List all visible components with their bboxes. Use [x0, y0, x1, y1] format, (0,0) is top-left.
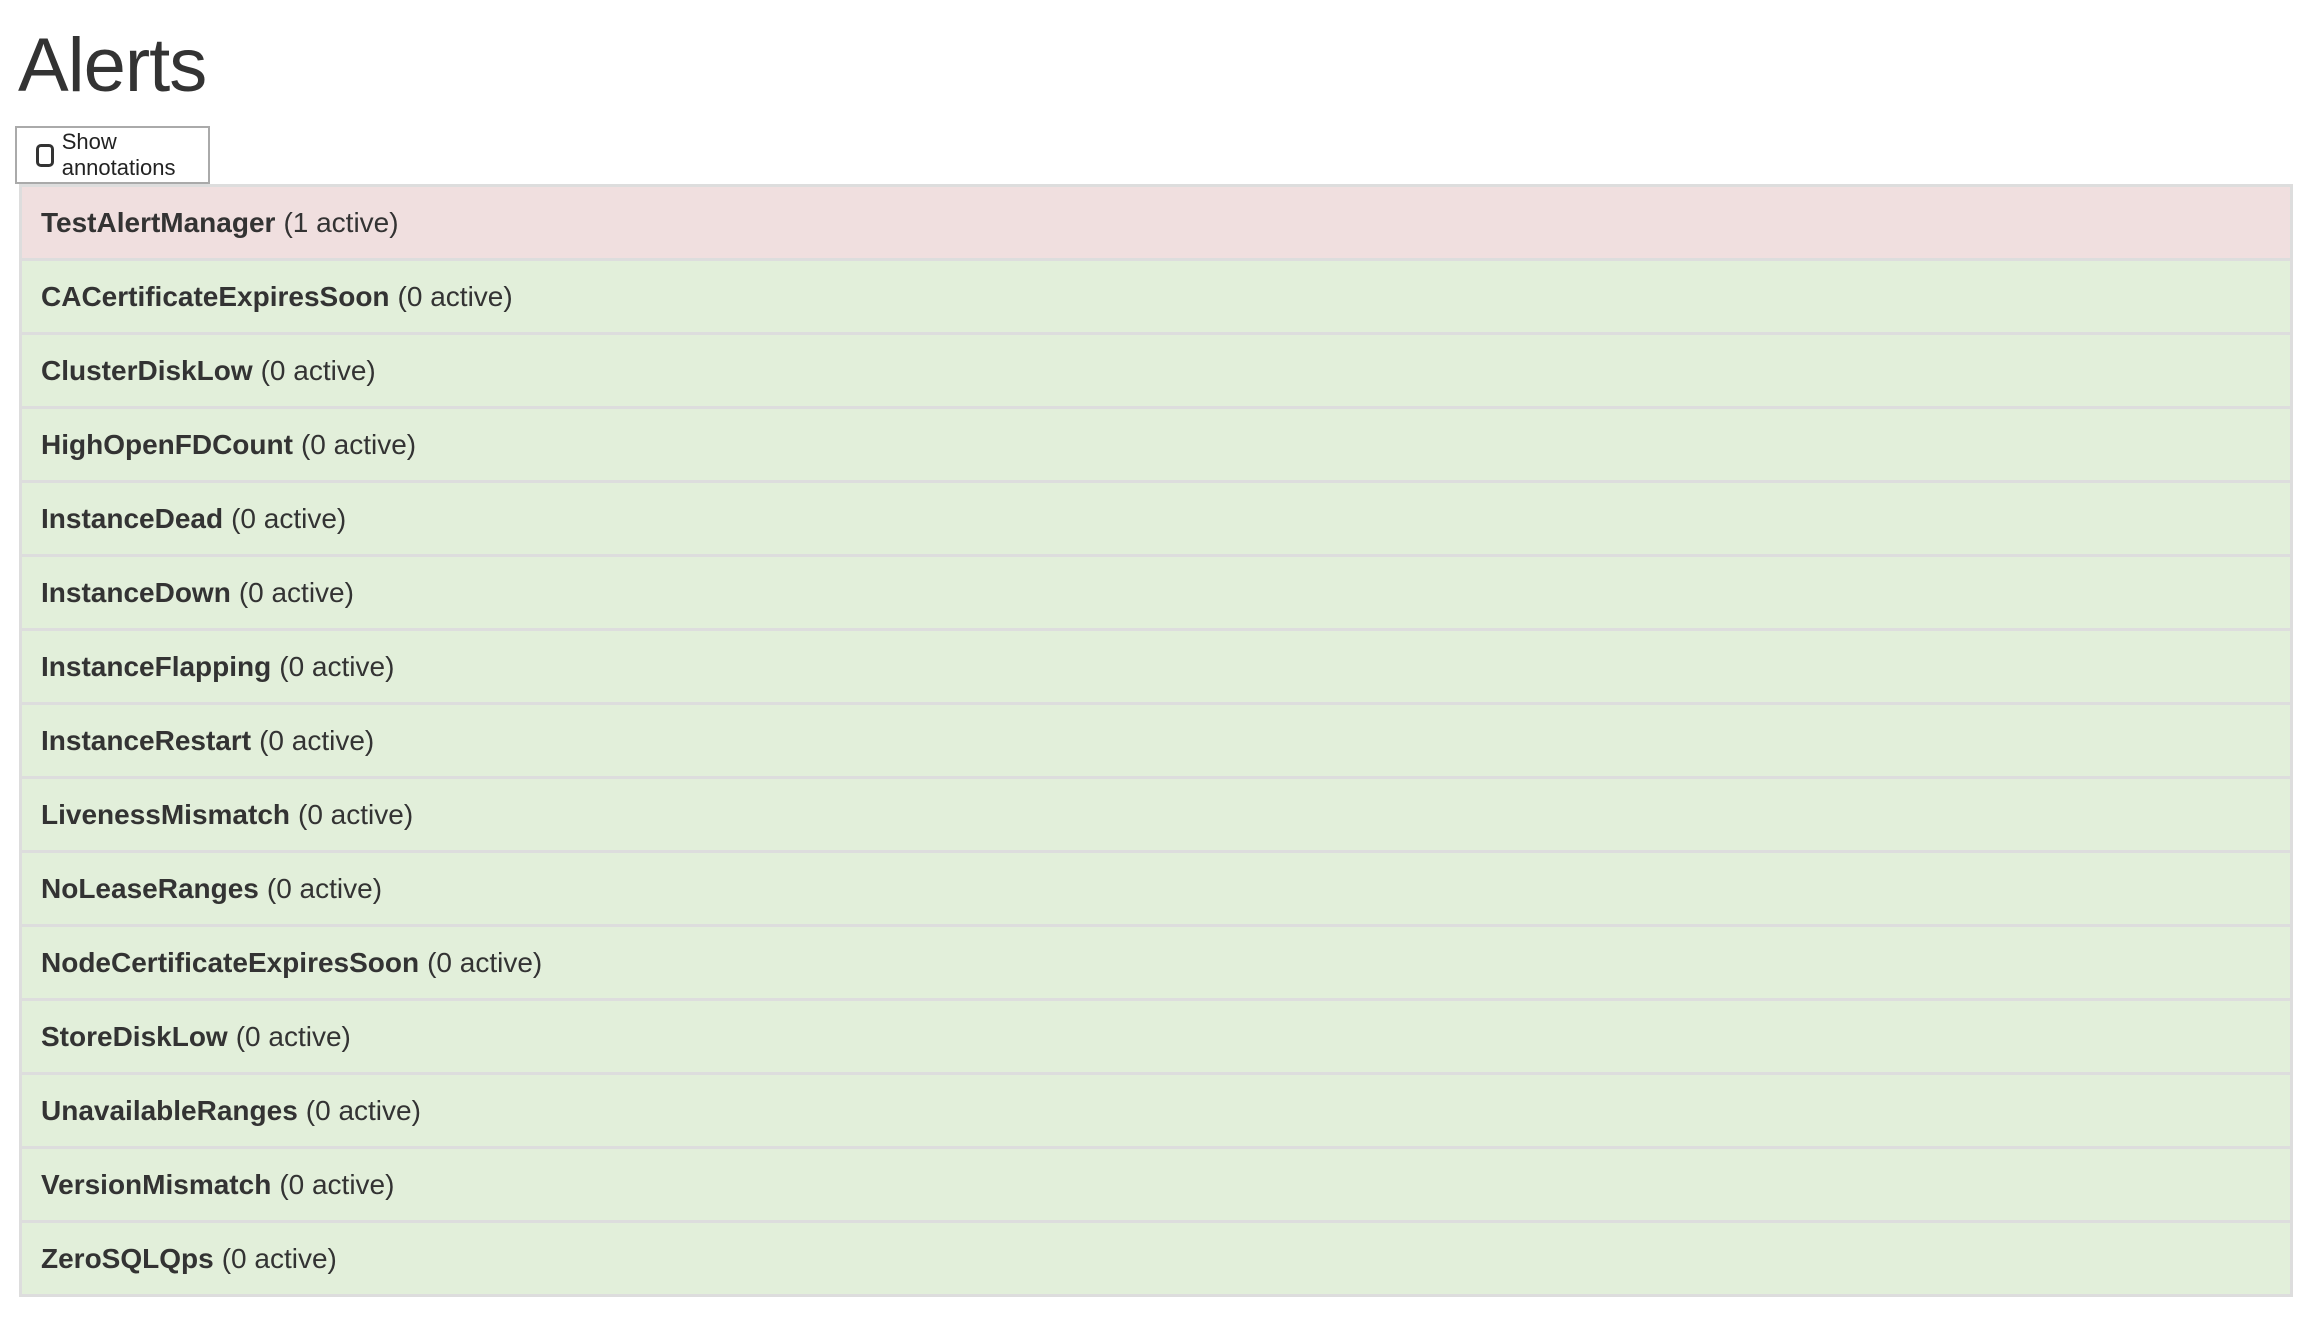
alert-active-count: (0 active) — [259, 724, 375, 756]
alert-group-row[interactable]: NoLeaseRanges (0 active) — [22, 850, 2290, 924]
alert-active-count: (1 active) — [283, 206, 399, 238]
show-annotations-label: Show annotations — [61, 129, 176, 180]
alert-group-row[interactable]: NodeCertificateExpiresSoon (0 active) — [22, 924, 2290, 998]
alert-group-row[interactable]: HighOpenFDCount (0 active) — [22, 406, 2290, 480]
alert-list: TestAlertManager (1 active) CACertificateE… — [19, 184, 2293, 1297]
alert-active-count: (0 active) — [231, 502, 347, 534]
alert-group-row[interactable]: InstanceDown (0 active) — [22, 554, 2290, 628]
alert-group-row[interactable]: VersionMismatch (0 active) — [22, 1146, 2290, 1220]
alert-name: NoLeaseRanges — [41, 872, 259, 904]
show-annotations-toggle[interactable]: Show annotations — [15, 126, 210, 184]
alert-name: UnavailableRanges — [41, 1094, 298, 1126]
alert-name: ZeroSQLQps — [41, 1242, 214, 1274]
alert-group-row[interactable]: InstanceRestart (0 active) — [22, 702, 2290, 776]
alert-name: LivenessMismatch — [41, 798, 290, 830]
alert-name: VersionMismatch — [41, 1168, 272, 1200]
alert-name: NodeCertificateExpiresSoon — [41, 946, 420, 978]
alert-active-count: (0 active) — [427, 946, 543, 978]
alert-active-count: (0 active) — [266, 872, 383, 904]
alert-group-row[interactable]: LivenessMismatch (0 active) — [22, 776, 2290, 850]
alert-active-count: (0 active) — [397, 280, 513, 312]
alert-active-count: (0 active) — [300, 428, 417, 460]
alert-name: InstanceRestart — [41, 724, 252, 756]
alert-name: InstanceDead — [41, 502, 224, 534]
alert-active-count: (0 active) — [235, 1020, 351, 1052]
alert-name: TestAlertManager — [41, 206, 276, 238]
alert-active-count: (0 active) — [279, 650, 395, 682]
alert-active-count: (0 active) — [221, 1242, 337, 1274]
alert-name: StoreDiskLow — [41, 1020, 228, 1052]
alert-name: ClusterDiskLow — [41, 354, 253, 386]
alert-active-count: (0 active) — [260, 354, 376, 386]
alert-group-row[interactable]: TestAlertManager (1 active) — [22, 184, 2290, 258]
alert-active-count: (0 active) — [238, 576, 354, 608]
alert-group-row[interactable]: InstanceDead (0 active) — [22, 480, 2290, 554]
alert-active-count: (0 active) — [279, 1168, 395, 1200]
alert-group-row[interactable]: ZeroSQLQps (0 active) — [22, 1220, 2290, 1294]
alert-group-row[interactable]: InstanceFlapping (0 active) — [22, 628, 2290, 702]
alert-active-count: (0 active) — [305, 1094, 421, 1126]
alert-group-row[interactable]: ClusterDiskLow (0 active) — [22, 332, 2290, 406]
page-title: Alerts — [18, 23, 207, 108]
alert-group-row[interactable]: UnavailableRanges (0 active) — [22, 1072, 2290, 1146]
alert-name: InstanceFlapping — [41, 650, 272, 682]
checkbox-icon[interactable] — [36, 143, 54, 167]
alert-group-row[interactable]: CACertificateExpiresSoon (0 active) — [22, 258, 2290, 332]
alert-name: CACertificateExpiresSoon — [41, 280, 390, 312]
alert-name: InstanceDown — [41, 576, 231, 608]
alert-name: HighOpenFDCount — [41, 428, 293, 460]
alert-group-row[interactable]: StoreDiskLow (0 active) — [22, 998, 2290, 1072]
alert-active-count: (0 active) — [298, 798, 414, 830]
